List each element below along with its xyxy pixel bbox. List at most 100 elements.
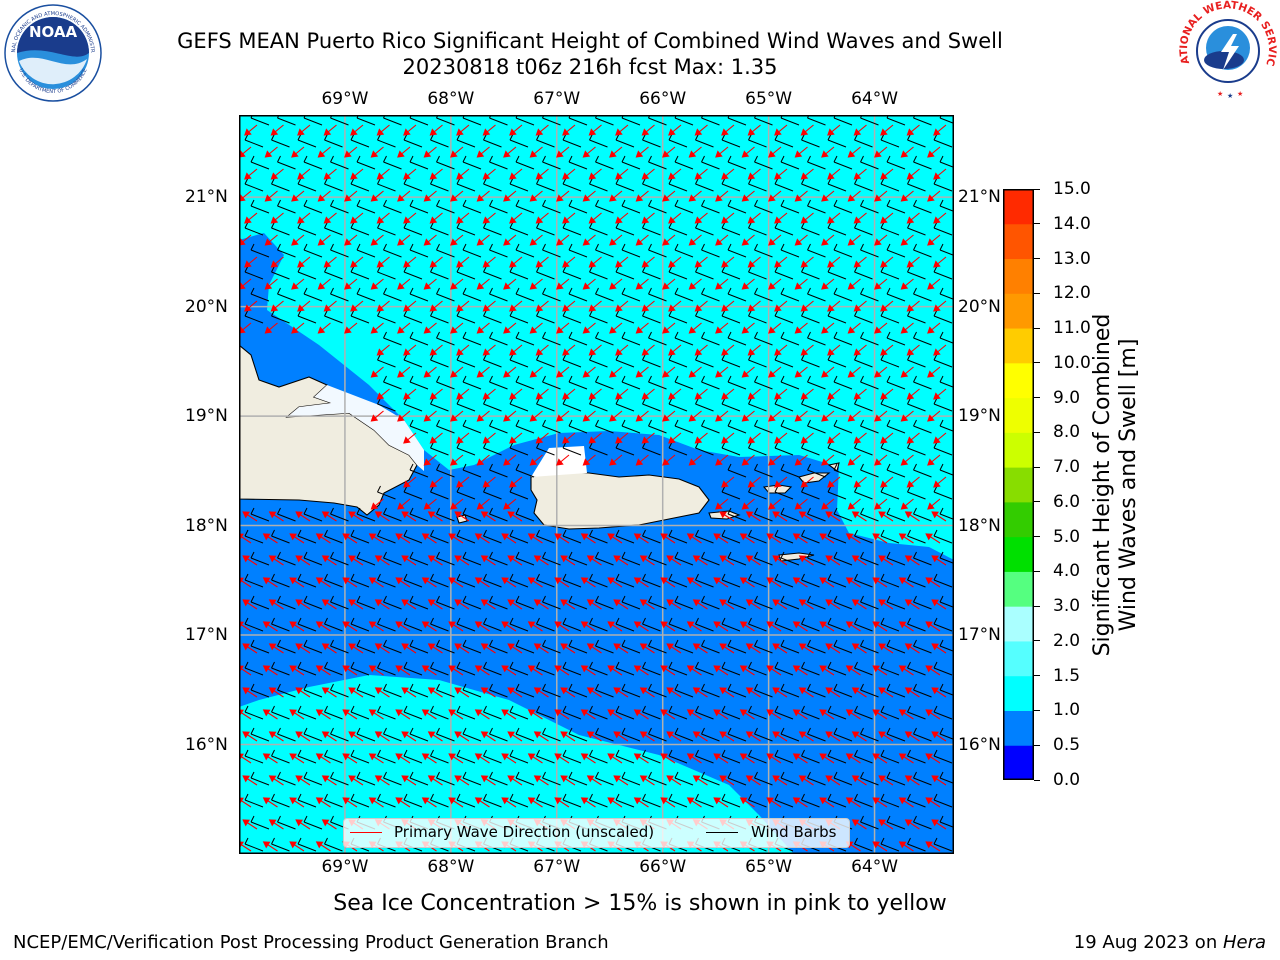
- wave-direction-arrow: [476, 234, 490, 246]
- wave-direction-arrow: [295, 599, 311, 610]
- wind-barb: [913, 375, 932, 390]
- wind-barb: [568, 287, 588, 302]
- wind-barb: [939, 331, 954, 344]
- wind-barb: [568, 595, 588, 610]
- wave-direction-arrow: [925, 841, 941, 852]
- wind-barb: [886, 551, 906, 566]
- wave-direction-arrow: [403, 256, 417, 268]
- wave-direction-arrow: [242, 643, 258, 654]
- wind-barb: [860, 683, 879, 698]
- wave-direction-arrow: [535, 256, 549, 268]
- wave-direction-arrow: [397, 278, 411, 290]
- wave-direction-arrow: [615, 124, 629, 136]
- colorbar-tick-mark: [1034, 675, 1040, 677]
- wind-barb: [807, 463, 826, 478]
- wave-direction-arrow: [474, 665, 490, 676]
- wave-direction-arrow: [635, 366, 649, 378]
- wave-direction-arrow: [509, 432, 523, 444]
- wind-barb: [780, 243, 800, 258]
- wave-direction-arrow: [397, 410, 411, 422]
- wind-barb: [542, 115, 561, 126]
- wave-direction-arrow: [635, 234, 649, 246]
- wind-barb: [595, 155, 614, 170]
- wave-direction-arrow: [794, 278, 808, 290]
- wave-direction-arrow: [713, 753, 729, 764]
- wind-barb: [801, 661, 820, 676]
- wave-direction-arrow: [821, 410, 835, 422]
- wind-barb: [913, 639, 932, 654]
- wave-direction-arrow: [429, 168, 443, 180]
- wind-barb: [277, 595, 296, 610]
- wave-direction-arrow: [527, 533, 543, 544]
- wind-barb: [780, 551, 800, 566]
- wave-direction-arrow: [268, 731, 284, 742]
- wave-direction-arrow: [454, 511, 470, 522]
- wave-direction-arrow: [609, 234, 623, 246]
- wave-direction-arrow: [342, 533, 358, 544]
- wind-barb: [250, 727, 270, 742]
- wave-direction-arrow: [851, 819, 867, 830]
- wind-barb: [324, 661, 343, 676]
- wind-barb: [727, 243, 747, 258]
- wind-barb: [621, 115, 641, 126]
- wave-direction-arrow: [423, 410, 437, 422]
- wave-direction-arrow: [766, 753, 782, 764]
- wave-direction-arrow: [507, 555, 523, 566]
- longitude-label-bottom: 69°W: [321, 857, 369, 877]
- wave-direction-arrow: [904, 555, 920, 566]
- wind-barb: [562, 529, 582, 544]
- wind-barb: [244, 837, 264, 852]
- colorbar-tick-mark: [1034, 466, 1040, 468]
- wave-direction-arrow: [348, 731, 364, 742]
- wave-direction-arrow: [374, 687, 390, 698]
- wind-barb: [489, 155, 508, 170]
- wave-direction-arrow: [686, 797, 702, 808]
- wave-direction-arrow: [529, 278, 543, 290]
- wave-direction-arrow: [851, 555, 867, 566]
- wave-direction-arrow: [244, 300, 258, 312]
- wave-direction-arrow: [694, 388, 708, 400]
- wind-barb: [330, 243, 349, 258]
- wind-barb: [939, 507, 954, 520]
- wind-barb: [515, 331, 535, 346]
- wave-direction-arrow: [503, 278, 517, 290]
- wind-barb: [250, 155, 270, 170]
- wave-direction-arrow: [900, 190, 914, 202]
- wind-barb: [860, 375, 879, 390]
- wave-direction-arrow: [819, 621, 835, 632]
- wind-barb: [780, 727, 800, 742]
- wave-direction-arrow: [872, 533, 888, 544]
- wave-direction-arrow: [421, 533, 437, 544]
- wave-direction-arrow: [774, 168, 788, 180]
- wave-direction-arrow: [739, 577, 755, 588]
- wind-barb: [403, 661, 423, 676]
- longitude-label-top: 64°W: [851, 89, 899, 109]
- wave-direction-arrow: [350, 124, 364, 136]
- wind-barb: [939, 115, 954, 124]
- wave-direction-arrow: [562, 432, 576, 444]
- wave-direction-arrow: [660, 621, 676, 632]
- wave-direction-arrow: [289, 577, 305, 588]
- wind-barb: [271, 529, 290, 544]
- wave-direction-arrow: [342, 577, 358, 588]
- wind-barb: [913, 771, 932, 786]
- wave-direction-arrow: [745, 731, 761, 742]
- wave-direction-arrow: [450, 146, 464, 158]
- colorbar-tick-label: 5.0: [1053, 526, 1081, 547]
- wave-direction-arrow: [374, 599, 390, 610]
- wave-direction-arrow: [768, 234, 782, 246]
- wave-direction-arrow: [289, 621, 305, 632]
- wave-direction-arrow: [376, 256, 390, 268]
- wave-direction-arrow: [507, 775, 523, 786]
- wave-direction-arrow: [401, 775, 417, 786]
- wind-barb: [860, 243, 879, 258]
- wind-barb: [383, 683, 402, 698]
- wind-barb: [330, 199, 349, 214]
- wave-direction-arrow: [450, 190, 464, 202]
- wind-barb: [886, 287, 906, 302]
- wave-direction-arrow: [427, 599, 443, 610]
- wave-direction-arrow: [482, 124, 496, 136]
- wind-barb: [542, 331, 561, 346]
- wind-barb: [303, 155, 323, 170]
- wind-barb: [621, 155, 641, 170]
